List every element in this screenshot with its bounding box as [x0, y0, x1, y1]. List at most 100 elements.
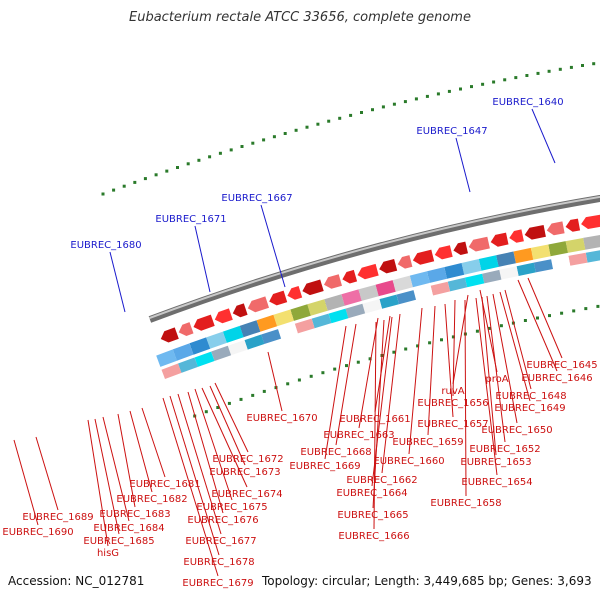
inner-scale-dot	[572, 309, 576, 313]
outer-scale-dot	[197, 158, 201, 162]
annotation-band-inner	[533, 259, 553, 273]
bottom-leader-line	[214, 382, 249, 453]
gene-layer	[156, 214, 600, 379]
inner-scale-dot	[297, 378, 301, 382]
gene-arrow	[412, 249, 435, 265]
bottom-leader-line	[444, 303, 454, 418]
bottom-gene-label: hisG	[97, 548, 119, 559]
bottom-gene-label: EUBREC_1657	[417, 419, 488, 430]
annotation-band-inner	[328, 308, 349, 324]
annotation-band-inner	[413, 285, 433, 300]
bottom-gene-label: EUBREC_1683	[99, 509, 170, 520]
top-gene-label: EUBREC_1671	[155, 214, 226, 225]
inner-scale-dot	[368, 357, 372, 361]
annotation-band-inner	[447, 277, 468, 292]
inner-scale-dot	[584, 307, 588, 311]
bottom-leader-line	[177, 393, 222, 535]
backbone-arc	[148, 194, 600, 323]
annotation-band	[341, 289, 362, 306]
annotation-band-inner	[161, 363, 182, 379]
bottom-gene-label: EUBREC_1648	[495, 391, 566, 402]
annotation-band-inner	[345, 303, 366, 319]
outer-scale-dot	[283, 132, 287, 135]
label-line-layer	[13, 108, 563, 577]
bottom-leader-line	[209, 385, 246, 466]
bottom-leader-line	[499, 291, 531, 402]
annotation-band	[273, 309, 294, 327]
outer-scale-dot	[272, 135, 276, 139]
bottom-leader-line	[504, 289, 532, 390]
annotation-band	[444, 263, 465, 279]
annotation-band	[307, 299, 328, 316]
gene-arrow	[247, 296, 269, 313]
bottom-gene-label: EUBREC_1672	[212, 454, 283, 465]
bottom-gene-label: EUBREC_1668	[300, 447, 371, 458]
annotation-band-inner	[551, 255, 571, 269]
bottom-leader-line	[169, 395, 220, 556]
outer-scale-dot	[381, 105, 385, 109]
inner-scale-dot	[239, 397, 243, 401]
bottom-leader-line	[162, 397, 219, 577]
inner-scale-dot	[227, 401, 231, 405]
bottom-gene-label: EUBREC_1677	[185, 536, 256, 547]
bottom-gene-label: ruvA	[441, 386, 464, 397]
gene-arrow	[193, 314, 215, 331]
bottom-leader-line	[94, 418, 120, 535]
inner-scale-dot	[262, 389, 266, 393]
gene-arrow	[178, 322, 194, 336]
outer-scale-dot	[503, 78, 507, 82]
inner-scale-dot	[523, 319, 527, 322]
bottom-gene-label: EUBREC_1658	[430, 498, 501, 509]
bottom-gene-label: EUBREC_1689	[22, 512, 93, 523]
inner-scale-dot	[440, 338, 443, 342]
outer-scale-dot	[112, 188, 116, 192]
outer-scale-dot	[154, 173, 158, 177]
outer-scale-dot	[133, 180, 137, 184]
bottom-gene-label: EUBREC_1645	[526, 360, 597, 371]
label-layer: EUBREC_1640 EUBREC_1647 EUBREC_1667 EUBREC_…	[2, 97, 597, 589]
top-leader-line	[455, 137, 471, 193]
inner-scale-dot	[596, 304, 600, 308]
annotation-band-inner	[568, 252, 588, 266]
bottom-gene-label: EUBREC_1675	[196, 502, 267, 513]
inner-scale-dot	[309, 374, 313, 378]
backbone-highlight	[149, 195, 600, 320]
map-title: Eubacterium rectale ATCC 33656, complete…	[129, 10, 471, 25]
top-gene-label: EUBREC_1647	[416, 126, 487, 137]
outer-scale-dot	[447, 89, 451, 93]
bottom-gene-label: EUBREC_1681	[129, 479, 200, 490]
annotation-band	[496, 251, 516, 267]
bottom-leader-line	[201, 387, 248, 488]
bottom-leader-line	[267, 351, 283, 412]
annotation-band	[206, 331, 227, 349]
annotation-band	[513, 247, 534, 264]
annotation-band-inner	[294, 318, 315, 334]
annotation-band	[172, 343, 194, 361]
bottom-gene-label: EUBREC_1669	[289, 461, 360, 472]
outer-scale-dot	[101, 192, 105, 196]
inner-scale-dot	[416, 344, 420, 348]
outer-scale-dot	[251, 141, 255, 145]
outer-scale-dot	[392, 102, 396, 106]
bottom-leader-line	[141, 407, 166, 478]
outer-scale-dot	[294, 128, 298, 132]
bottom-leader-line	[481, 296, 497, 456]
outer-scale-dot	[581, 64, 584, 67]
annotation-band	[548, 241, 568, 257]
gene-arrow	[397, 255, 413, 269]
bottom-gene-label: EUBREC_1662	[346, 475, 417, 486]
inner-scale-dot	[286, 382, 290, 386]
bottom-leader-line	[371, 316, 393, 487]
bottom-gene-label: EUBREC_1670	[246, 413, 317, 424]
gene-arrow	[287, 286, 303, 300]
inner-scale-dot	[216, 406, 220, 409]
annotation-band	[256, 314, 278, 332]
annotation-band-inner	[464, 273, 485, 288]
outer-scale-dot	[425, 94, 429, 98]
outer-scale-dot	[459, 87, 462, 91]
gene-arrow	[434, 245, 453, 260]
inner-scale-dot	[251, 393, 255, 397]
annotation-band	[156, 349, 177, 367]
gene-arrow	[524, 225, 546, 240]
gene-arrow	[509, 229, 524, 243]
